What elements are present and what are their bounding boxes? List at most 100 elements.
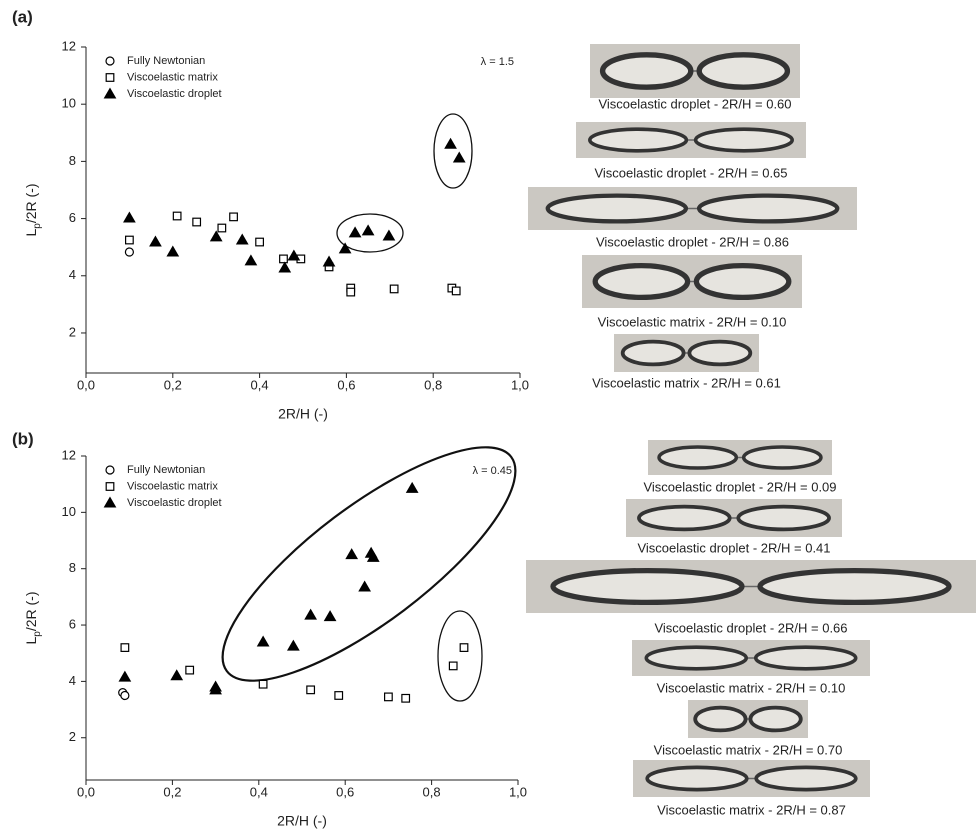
data-point (346, 549, 357, 559)
y-axis-title-part: /2R (-) (23, 183, 39, 223)
x-tick-label: 0,4 (250, 784, 268, 799)
panel-label: (b) (12, 429, 34, 448)
y-axis-title: Lp/2R (-) (23, 183, 43, 236)
x-tick-label: 1,0 (509, 784, 527, 799)
droplet-lobe (603, 55, 691, 87)
droplet-lobe (744, 447, 821, 468)
y-tick-label: 8 (69, 560, 76, 575)
x-tick-label: 0,0 (77, 377, 95, 392)
x-tick-label: 0,8 (423, 784, 441, 799)
data-point (258, 636, 269, 646)
y-tick-label: 10 (62, 96, 76, 111)
data-point (173, 212, 181, 220)
data-point (218, 224, 226, 232)
y-tick-label: 12 (62, 447, 76, 462)
legend-label: Viscoelastic matrix (127, 480, 218, 492)
droplet-lobe (738, 507, 829, 530)
droplet-lobe (553, 571, 742, 603)
x-tick-label: 0,2 (163, 784, 181, 799)
data-point (167, 247, 178, 257)
y-tick-label: 2 (69, 324, 76, 339)
x-tick-label: 0,4 (251, 377, 269, 392)
data-point (211, 231, 222, 241)
legend-marker (106, 74, 114, 82)
image-caption: Viscoelastic droplet - 2R/H = 0.86 (596, 234, 789, 249)
data-point (125, 248, 133, 256)
data-point (325, 611, 336, 621)
droplet-lobe (590, 129, 687, 151)
droplet-lobe (696, 129, 793, 151)
x-axis-title: 2R/H (-) (277, 813, 327, 829)
data-point (150, 237, 161, 247)
image-caption: Viscoelastic droplet - 2R/H = 0.09 (643, 479, 836, 494)
image-caption: Viscoelastic droplet - 2R/H = 0.60 (598, 96, 791, 111)
data-point (452, 287, 460, 295)
y-tick-label: 12 (62, 38, 76, 53)
data-point (121, 691, 129, 699)
droplet-lobe (689, 342, 750, 365)
data-point (363, 225, 374, 235)
highlight-ellipse (438, 611, 482, 701)
data-point (279, 263, 290, 273)
data-point (124, 213, 135, 223)
droplet-lobe (699, 55, 787, 87)
legend-label: Viscoelastic droplet (127, 88, 222, 100)
data-point (402, 694, 410, 702)
data-point (449, 662, 457, 670)
droplet-lobe (696, 266, 788, 298)
y-tick-label: 4 (69, 673, 76, 688)
droplet-lobe (695, 708, 745, 731)
legend-marker (105, 498, 116, 508)
image-caption: Viscoelastic matrix - 2R/H = 0.87 (657, 802, 846, 817)
droplet-lobe (699, 196, 837, 222)
data-point (186, 666, 194, 674)
data-point (245, 255, 256, 265)
droplet-lobe (646, 647, 746, 669)
data-point (237, 235, 248, 245)
data-point (305, 610, 316, 620)
y-axis-title: Lp/2R (-) (23, 591, 43, 644)
annotation: λ = 0.45 (473, 465, 512, 477)
highlight-ellipse (192, 411, 546, 718)
image-caption: Viscoelastic matrix - 2R/H = 0.61 (592, 375, 781, 390)
data-point (256, 238, 264, 246)
droplet-lobe (659, 447, 736, 468)
annotation: λ = 1.5 (481, 56, 514, 68)
droplet-lobe (760, 571, 949, 603)
x-tick-label: 1,0 (511, 377, 529, 392)
y-tick-label: 10 (62, 504, 76, 519)
droplet-lobe (639, 507, 730, 530)
image-caption: Viscoelastic droplet - 2R/H = 0.65 (594, 165, 787, 180)
data-point (121, 644, 129, 652)
legend-marker (106, 466, 114, 474)
data-point (280, 255, 288, 263)
data-point (335, 692, 343, 700)
data-point (383, 231, 394, 241)
legend-label: Fully Newtonian (127, 464, 205, 476)
y-tick-label: 8 (69, 153, 76, 168)
y-axis-title-part: L (23, 637, 39, 645)
image-caption: Viscoelastic matrix - 2R/H = 0.10 (657, 680, 846, 695)
image-caption: Viscoelastic matrix - 2R/H = 0.70 (654, 742, 843, 757)
x-axis-title: 2R/H (-) (278, 406, 328, 422)
data-point (230, 213, 238, 221)
x-tick-label: 0,6 (336, 784, 354, 799)
x-tick-label: 0,0 (77, 784, 95, 799)
data-point (454, 152, 465, 162)
image-caption: Viscoelastic droplet - 2R/H = 0.41 (637, 540, 830, 555)
y-tick-label: 6 (69, 616, 76, 631)
highlight-ellipse (434, 114, 472, 188)
data-point (288, 641, 299, 651)
data-point (171, 670, 182, 680)
data-point (259, 680, 267, 688)
data-point (359, 582, 370, 592)
data-point (119, 672, 130, 682)
figure: (a) 2 4 6 8 10 12 0,0 0,2 0,4 0,6 0,8 1,0 2R/H (-) Lp/… (0, 0, 976, 834)
y-axis-title-part: L (23, 229, 39, 237)
panel-label: (a) (12, 7, 33, 26)
data-point (126, 236, 134, 244)
droplet-lobe (750, 708, 800, 731)
droplet-lobe (595, 266, 687, 298)
legend-label: Viscoelastic matrix (127, 71, 218, 83)
x-tick-label: 0,6 (337, 377, 355, 392)
